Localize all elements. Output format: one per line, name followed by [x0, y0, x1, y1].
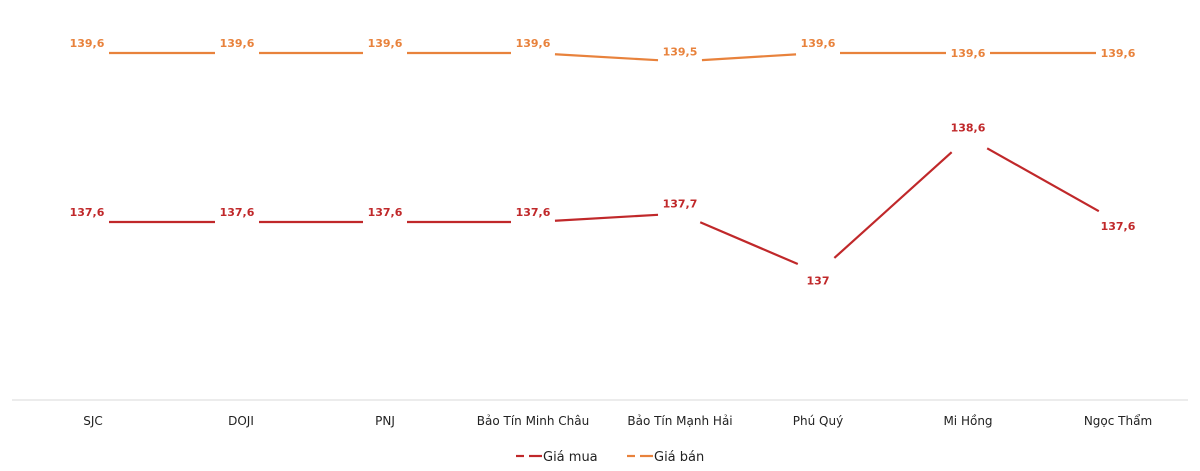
series-segment — [701, 53, 797, 62]
category-label: Phú Quý — [793, 414, 843, 428]
series-gia-mua: 137,6 137,6 137,6 137,6 137,7 137 138,6 137,6 — [70, 122, 1136, 288]
category-label: SJC — [83, 414, 103, 428]
data-label: 139,6 — [951, 47, 986, 60]
category-label: DOJI — [228, 414, 254, 428]
data-label: 137 — [807, 275, 830, 288]
data-label: 138,6 — [951, 122, 986, 135]
category-label: Bảo Tín Mạnh Hải — [627, 414, 732, 428]
data-label: 139,6 — [801, 37, 836, 50]
series-gia-ban: 139,6 139,6 139,6 139,6 139,5 139,6 139,6 139,6 — [70, 37, 1136, 62]
category-label: PNJ — [375, 414, 395, 428]
data-label: 137,6 — [368, 206, 403, 219]
data-label: 137,6 — [516, 206, 551, 219]
legend-item-gia-ban: Giá bán — [627, 450, 704, 465]
data-label: 139,6 — [70, 37, 105, 50]
data-label: 139,6 — [1101, 47, 1136, 60]
data-label: 137,6 — [1101, 220, 1136, 233]
category-label: Bảo Tín Minh Châu — [477, 414, 589, 428]
category-label: Ngọc Thẩm — [1084, 414, 1152, 428]
series-segment — [833, 151, 953, 259]
series-segment — [554, 53, 659, 62]
data-label: 137,7 — [663, 198, 698, 211]
legend-item-gia-mua: Giá mua — [516, 450, 598, 465]
data-label: 139,6 — [516, 37, 551, 50]
series-segment — [699, 221, 799, 266]
series-layer: 137,6 137,6 137,6 137,6137,7137138,6137,613… — [70, 37, 1136, 288]
data-label: 137,6 — [70, 206, 105, 219]
legend-label: Giá mua — [543, 450, 598, 465]
data-label: 139,6 — [220, 37, 255, 50]
legend: Giá mua Giá bán — [516, 450, 704, 465]
series-segment — [986, 147, 1100, 213]
legend-label: Giá bán — [654, 450, 704, 465]
category-label: Mi Hồng — [943, 414, 992, 428]
data-label: 139,6 — [368, 37, 403, 50]
data-label: 137,6 — [220, 206, 255, 219]
series-segment — [554, 213, 659, 222]
data-label: 139,5 — [663, 45, 698, 58]
category-axis-labels: SJC DOJI PNJ Bảo Tín Minh Châu Bảo Tín Mạnh … — [83, 414, 1152, 428]
